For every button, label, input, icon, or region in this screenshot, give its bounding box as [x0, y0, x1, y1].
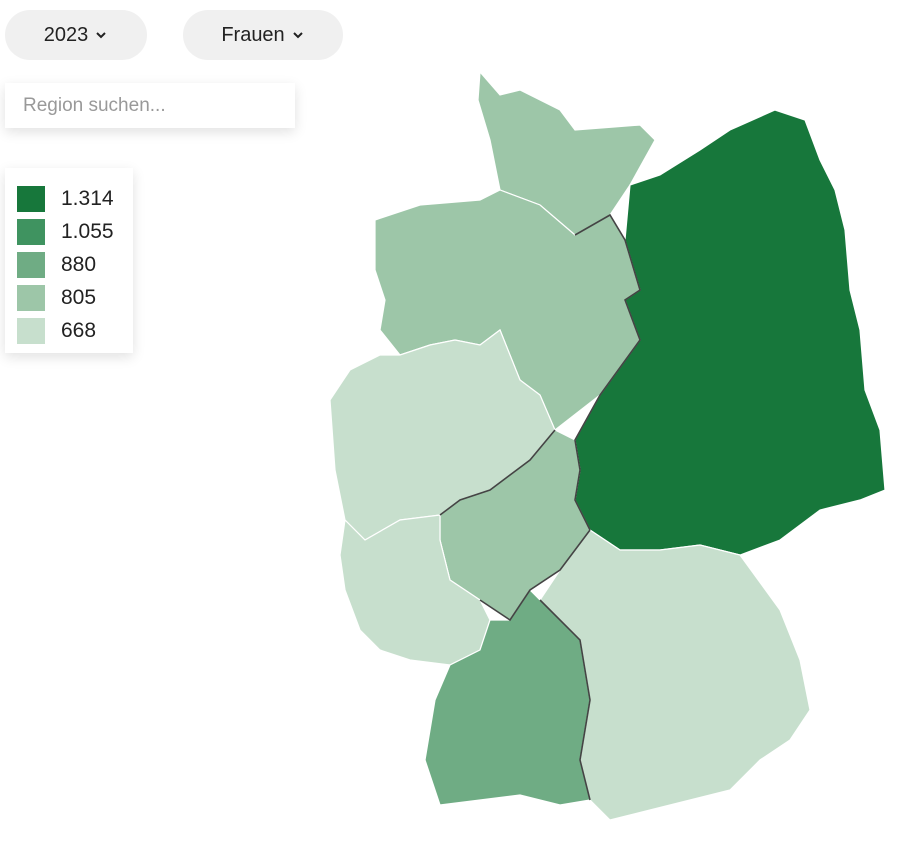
legend-swatch [17, 185, 45, 212]
chevron [292, 32, 303, 39]
gender-label: Frauen [221, 23, 285, 46]
region-lower-saxony[interactable] [374, 189, 641, 431]
legend-item: 1.314 [17, 182, 133, 215]
year-dropdown[interactable]: 2023 [5, 10, 147, 60]
gender-dropdown[interactable]: Frauen [183, 10, 343, 60]
legend-swatch [17, 251, 45, 278]
search-input[interactable]: Region suchen... [5, 83, 295, 128]
legend-label: 880 [61, 252, 97, 276]
legend-swatch [17, 317, 45, 344]
legend-item: 880 [17, 248, 133, 281]
legend-label: 1.055 [61, 219, 114, 243]
legend-label: 1.314 [61, 186, 114, 210]
state-borders [439, 213, 641, 801]
legend-label: 668 [61, 318, 97, 342]
regions [329, 70, 886, 821]
legend-item: 1.055 [17, 215, 133, 248]
legend-item: 668 [17, 314, 133, 347]
legend-swatch [17, 284, 45, 311]
legend-label: 805 [61, 285, 97, 309]
chevron [96, 32, 106, 39]
legend-item: 805 [17, 281, 133, 314]
legend: 1.314 1.055 880 805 668 [5, 168, 133, 353]
year-label: 2023 [43, 23, 89, 46]
legend-swatch [17, 218, 45, 245]
